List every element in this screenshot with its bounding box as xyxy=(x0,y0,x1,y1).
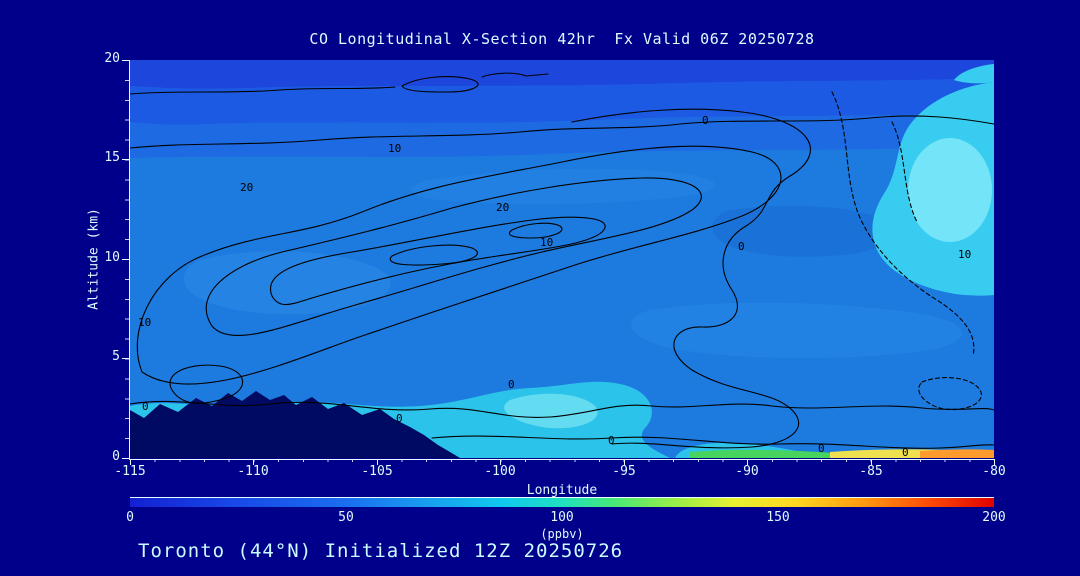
y-tick-mark xyxy=(122,259,129,260)
y-tick-label: 20 xyxy=(104,51,120,66)
contour-bottom-wavy-2 xyxy=(431,435,994,449)
contour-label: 0 xyxy=(608,434,615,447)
contour-label: 0 xyxy=(702,114,709,127)
init-annotation: Toronto (44°N) Initialized 12Z 20250726 xyxy=(138,540,624,562)
fill-top-band-1 xyxy=(130,60,994,89)
contour-lines xyxy=(130,72,994,449)
chart-title: CO Longitudinal X-Section 42hr Fx Valid … xyxy=(309,30,815,48)
x-tick-mark xyxy=(747,459,748,465)
terrain-silhouette xyxy=(130,391,460,458)
contour-fills xyxy=(130,60,994,458)
colorbar-tick-label: 150 xyxy=(766,510,790,525)
fill-light-patch-right xyxy=(631,302,963,359)
contour-label: 0 xyxy=(818,442,825,455)
x-tick-label: -100 xyxy=(484,464,516,479)
x-tick-mark xyxy=(500,459,501,465)
contour-label: 10 xyxy=(388,142,401,155)
contour-loop-inner xyxy=(269,216,606,306)
contour-loop-20 xyxy=(205,177,702,336)
fill-upper-right-cyan-core xyxy=(908,138,992,242)
colorbar-tick-label: 0 xyxy=(126,510,134,525)
fill-surface-orange xyxy=(920,449,994,458)
x-tick-mark xyxy=(871,459,872,465)
contour-label: 20 xyxy=(496,201,509,214)
contour-dashed-right-2 xyxy=(891,121,918,223)
x-tick-label: -95 xyxy=(612,464,636,479)
contour-label: 20 xyxy=(240,181,253,194)
fill-light-patch-left xyxy=(183,250,391,315)
contour-plot-canvas: 10 20 20 10 0 0 10 0 0 0 0 0 0 10 xyxy=(130,60,994,458)
contour-right-zero xyxy=(571,108,811,449)
x-tick-mark xyxy=(994,459,995,465)
contour-loop-10 xyxy=(136,145,782,385)
plot-area: 10 20 20 10 0 0 10 0 0 0 0 0 0 10 xyxy=(130,60,994,458)
contour-label: 0 xyxy=(508,378,515,391)
fill-dark-patch xyxy=(712,205,894,257)
y-tick-label: 15 xyxy=(104,150,120,165)
y-tick-label: 0 xyxy=(112,449,120,464)
contour-dashed-oval xyxy=(918,377,982,411)
contour-value-labels: 10 20 20 10 0 0 10 0 0 0 0 0 0 10 xyxy=(138,114,971,458)
fill-surface-yellow xyxy=(830,449,945,458)
x-minor-ticks xyxy=(130,459,994,462)
x-axis-label: Longitude xyxy=(526,483,598,498)
contour-top-scribble-1 xyxy=(401,76,479,93)
fill-top-band-3 xyxy=(130,112,994,158)
contour-dashed-right-1 xyxy=(831,91,975,357)
colorbar-tick-label: 200 xyxy=(982,510,1006,525)
contour-top-scribble-2 xyxy=(481,72,549,78)
x-tick-mark xyxy=(624,459,625,465)
contour-bottom-wavy-1 xyxy=(130,400,994,418)
x-tick-label: -90 xyxy=(735,464,759,479)
fill-topright-cyan-streak xyxy=(954,64,994,84)
contour-label: 0 xyxy=(142,400,149,413)
contour-upper-zero-line xyxy=(130,115,994,149)
x-tick-label: -115 xyxy=(114,464,146,479)
x-tick-label: -80 xyxy=(982,464,1006,479)
y-tick-mark xyxy=(122,458,129,459)
contour-top-left-line xyxy=(130,86,396,95)
colorbar-tick-label: 100 xyxy=(550,510,574,525)
contour-label: 0 xyxy=(396,412,403,425)
contour-label: 10 xyxy=(958,248,971,261)
colorbar-tick-label: 50 xyxy=(338,510,354,525)
colorbar-units-label: (ppbv) xyxy=(540,527,584,541)
x-tick-label: -85 xyxy=(859,464,883,479)
x-tick-mark xyxy=(377,459,378,465)
contour-label: 10 xyxy=(540,236,553,249)
y-tick-mark xyxy=(122,159,129,160)
y-tick-label: 5 xyxy=(112,349,120,364)
fill-lower-cyan-core xyxy=(504,393,598,429)
x-tick-mark xyxy=(130,459,131,465)
contour-label: 0 xyxy=(902,446,909,458)
fill-top-band-2 xyxy=(130,78,994,125)
x-tick-label: -110 xyxy=(237,464,269,479)
y-tick-mark xyxy=(122,60,129,61)
contour-loop-core-b xyxy=(508,222,563,239)
contour-loop-core-a xyxy=(389,244,478,266)
contour-label: 10 xyxy=(138,316,151,329)
contour-label: 0 xyxy=(738,240,745,253)
x-tick-label: -105 xyxy=(361,464,393,479)
colorbar xyxy=(130,497,994,507)
y-tick-label: 10 xyxy=(104,250,120,265)
x-tick-mark xyxy=(253,459,254,465)
y-tick-mark xyxy=(122,358,129,359)
